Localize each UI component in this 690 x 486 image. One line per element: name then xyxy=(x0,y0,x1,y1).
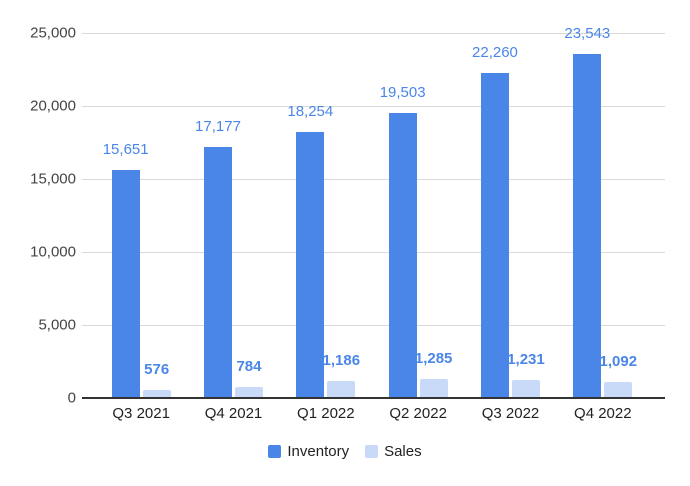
inventory-bar: 17,177 xyxy=(195,119,241,398)
y-axis-tick-label: 10,000 xyxy=(30,243,76,261)
bars-row: 15,651 576 17,177 784 18,254 1,186 19,503 1,285… xyxy=(95,26,649,398)
gridline xyxy=(82,324,665,326)
sales-bar: 1,285 xyxy=(415,351,452,398)
legend-swatch-inventory xyxy=(268,445,282,458)
sales-bar-label: 1,285 xyxy=(414,350,453,368)
bar-group: 17,177 784 xyxy=(187,33,279,398)
inventory-bar: 19,503 xyxy=(380,85,426,398)
x-axis: Q3 2021 Q4 2021 Q1 2022 Q2 2022 Q3 2022 Q4 20… xyxy=(95,405,649,422)
sales-bar-label: 1,092 xyxy=(599,353,638,371)
x-axis-category-label: Q1 2022 xyxy=(297,405,355,422)
legend-item-sales: Sales xyxy=(365,443,422,460)
bar-group: 22,260 1,231 xyxy=(464,33,556,398)
sales-bar-label: 576 xyxy=(144,360,170,378)
x-axis-category-label: Q4 2021 xyxy=(204,405,263,422)
sales-bar-label: 1,231 xyxy=(507,351,545,369)
legend-item-inventory: Inventory xyxy=(268,443,349,460)
y-axis-tick-label: 0 xyxy=(67,389,76,407)
inventory-bar-label: 23,543 xyxy=(564,25,611,43)
gridline xyxy=(82,178,665,180)
sales-bar-label: 784 xyxy=(236,357,262,375)
x-axis-category-label: Q4 2022 xyxy=(574,405,632,422)
gridline xyxy=(82,32,665,34)
y-axis: 0 5,000 10,000 15,000 20,000 25,000 xyxy=(0,25,76,407)
bar-group: 18,254 1,186 xyxy=(280,33,372,398)
inventory-bar-label: 15,651 xyxy=(102,140,149,158)
x-axis-category-label: Q2 2022 xyxy=(389,405,447,422)
gridline xyxy=(82,251,665,253)
gridline xyxy=(82,105,665,107)
bar-group: 23,543 1,092 xyxy=(557,26,649,398)
bar-group: 19,503 1,285 xyxy=(372,33,464,398)
x-axis-line xyxy=(82,397,665,399)
inventory-bar-label: 17,177 xyxy=(195,118,241,136)
legend-label-sales: Sales xyxy=(384,443,422,460)
sales-bar: 1,092 xyxy=(600,354,637,398)
sales-bar: 1,231 xyxy=(507,352,545,398)
inventory-bar: 22,260 xyxy=(472,45,518,398)
inventory-bar: 23,543 xyxy=(564,26,610,398)
legend-swatch-sales xyxy=(365,445,379,458)
inventory-bar-label: 19,503 xyxy=(379,84,426,102)
sales-bar: 1,186 xyxy=(323,353,360,398)
inventory-bar: 15,651 xyxy=(103,142,149,398)
bar-group: 15,651 576 xyxy=(95,33,187,398)
y-axis-tick-label: 5,000 xyxy=(38,316,76,334)
inventory-bar-label: 22,260 xyxy=(472,44,518,62)
x-axis-category-label: Q3 2021 xyxy=(112,405,170,422)
x-axis-category-label: Q3 2022 xyxy=(481,405,540,422)
y-axis-tick-label: 25,000 xyxy=(30,24,76,42)
sales-bar: 784 xyxy=(234,359,263,398)
sales-bar-label: 1,186 xyxy=(322,351,361,369)
legend: Inventory Sales xyxy=(0,443,690,460)
legend-label-inventory: Inventory xyxy=(287,443,350,460)
y-axis-tick-label: 15,000 xyxy=(30,170,76,188)
inventory-bar-label: 18,254 xyxy=(287,102,334,120)
inventory-bar: 18,254 xyxy=(287,104,333,398)
plot-area: 15,651 576 17,177 784 18,254 1,186 19,503 1,285… xyxy=(82,26,665,399)
sales-bar: 576 xyxy=(142,362,171,398)
y-axis-tick-label: 20,000 xyxy=(30,97,76,115)
